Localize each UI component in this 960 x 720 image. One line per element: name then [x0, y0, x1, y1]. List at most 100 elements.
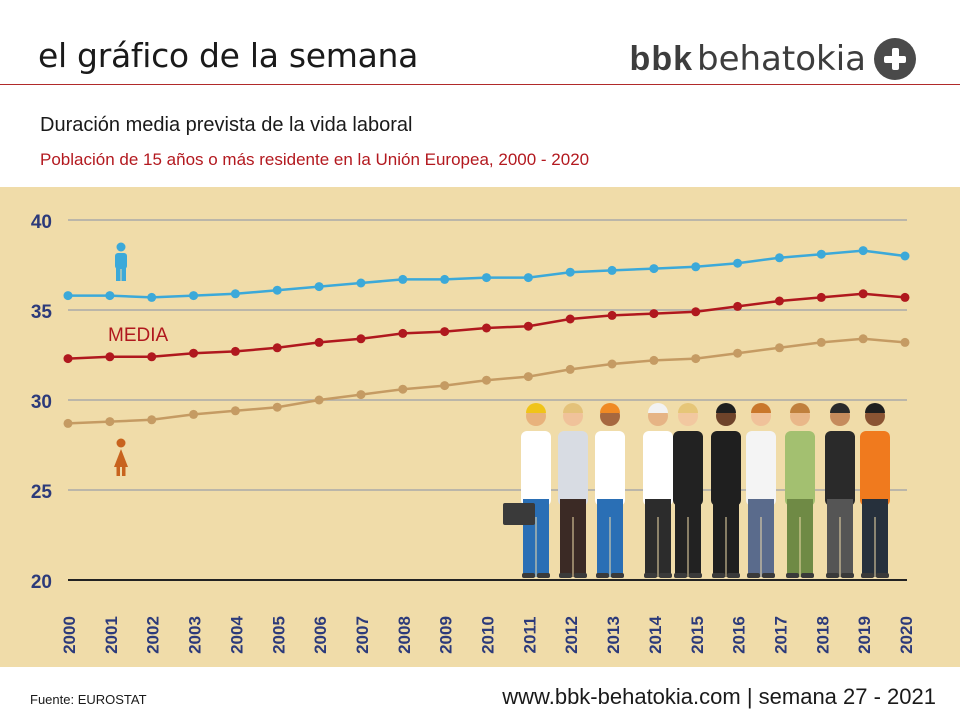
data-point: [816, 337, 826, 347]
data-point: [230, 289, 240, 299]
woman-icon: [114, 438, 128, 476]
data-point: [565, 267, 575, 277]
x-tick-label: 2005: [269, 616, 288, 654]
data-point: [858, 246, 868, 256]
data-point: [356, 334, 366, 344]
footer-source: Fuente: EUROSTAT: [30, 692, 147, 707]
worker-figure: [558, 403, 588, 578]
x-tick-label: 2008: [395, 616, 414, 654]
data-point: [733, 301, 743, 311]
x-tick-label: 2012: [562, 616, 581, 654]
worker-figure: [673, 403, 703, 578]
worker-figure: [521, 403, 551, 578]
data-point: [565, 314, 575, 324]
data-point: [816, 249, 826, 259]
data-point: [649, 264, 659, 274]
data-point: [63, 418, 73, 428]
data-point: [482, 273, 491, 283]
data-point: [691, 262, 701, 272]
data-point: [523, 372, 533, 382]
data-point: [774, 343, 784, 353]
data-point: [691, 307, 701, 317]
x-tick-label: 2000: [60, 616, 79, 654]
data-point: [607, 310, 617, 320]
worker-figure: [785, 403, 815, 578]
data-point: [482, 375, 491, 385]
plus-icon: [874, 38, 916, 80]
data-point: [607, 265, 617, 275]
data-point: [272, 343, 282, 353]
data-point: [607, 359, 617, 369]
data-point: [147, 415, 157, 425]
x-tick-label: 2001: [102, 616, 121, 654]
x-tick-label: 2004: [227, 616, 246, 654]
worker-figure: [825, 403, 855, 578]
brand-logo-behatokia: behatokia: [697, 39, 866, 79]
page-title: el gráfico de la semana: [38, 36, 419, 75]
data-point: [314, 395, 324, 405]
data-point: [356, 278, 366, 288]
data-point: [356, 390, 366, 400]
data-point: [189, 291, 199, 301]
data-point: [230, 406, 240, 416]
chart-subtitle: Población de 15 años o más residente en …: [40, 150, 590, 169]
data-point: [733, 258, 743, 268]
worker-figure: [643, 403, 673, 578]
worker-figure: [595, 403, 625, 578]
data-point: [147, 292, 157, 302]
worker-figure: [860, 403, 890, 578]
data-point: [523, 273, 533, 283]
toolbox-icon: [503, 503, 535, 525]
data-point: [900, 292, 910, 302]
x-tick-label: 2020: [897, 616, 916, 654]
data-point: [147, 352, 157, 362]
data-point: [816, 292, 826, 302]
y-tick-label: 35: [31, 302, 53, 323]
data-point: [440, 327, 450, 337]
data-point: [774, 296, 784, 306]
header-divider: [0, 84, 960, 85]
data-point: [774, 253, 784, 263]
media-annotation: MEDIA: [108, 325, 169, 346]
man-icon: [115, 242, 127, 281]
chart-title: Duración media prevista de la vida labor…: [40, 114, 413, 136]
data-point: [440, 381, 450, 391]
data-point: [105, 291, 115, 301]
data-point: [733, 348, 743, 358]
y-tick-label: 40: [31, 212, 52, 233]
data-point: [398, 274, 408, 284]
x-tick-label: 2003: [186, 616, 205, 654]
x-tick-label: 2013: [604, 616, 623, 654]
data-point: [398, 328, 408, 338]
footer-site: www.bbk-behatokia.com | semana 27 - 2021: [502, 684, 936, 709]
data-point: [691, 354, 701, 364]
data-point: [523, 321, 533, 331]
data-point: [189, 348, 199, 358]
x-tick-label: 2010: [479, 616, 498, 654]
data-point: [272, 402, 282, 412]
x-tick-label: 2009: [437, 616, 456, 654]
data-point: [230, 346, 240, 356]
data-point: [272, 285, 282, 295]
data-point: [440, 274, 450, 284]
brand-logo: bbk behatokia: [630, 38, 916, 80]
data-point: [105, 352, 115, 362]
worker-figure: [746, 403, 776, 578]
data-point: [649, 355, 659, 365]
data-point: [189, 409, 199, 419]
line-chart: 20 25 30 35 40 2000 2001 2002 2003 2004 2005 2006 20…: [31, 212, 916, 654]
data-point: [858, 289, 868, 299]
data-point: [858, 334, 868, 344]
x-tick-label: 2006: [311, 616, 330, 654]
x-tick-label: 2014: [646, 616, 665, 654]
data-point: [900, 337, 910, 347]
data-point: [482, 323, 491, 333]
x-tick-label: 2019: [855, 616, 874, 654]
y-tick-label: 20: [31, 572, 52, 593]
x-tick-label: 2017: [771, 616, 790, 654]
x-tick-label: 2015: [688, 616, 707, 654]
data-point: [314, 337, 324, 347]
data-point: [398, 384, 408, 394]
data-point: [649, 309, 659, 319]
x-tick-label: 2002: [144, 616, 163, 654]
